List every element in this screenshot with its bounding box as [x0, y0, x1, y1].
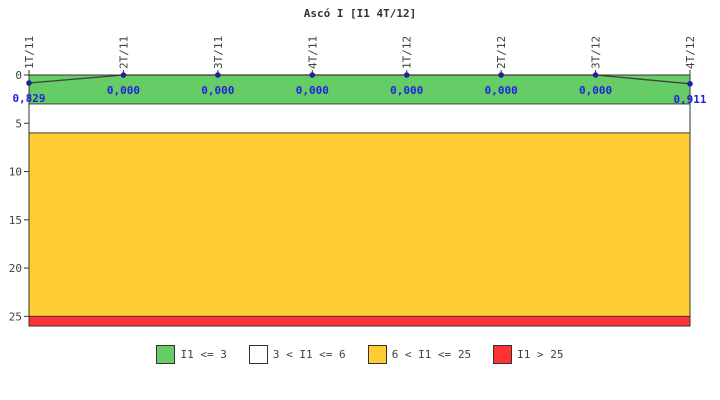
data-point: [215, 72, 221, 78]
y-tick-label: 0: [15, 69, 22, 82]
data-point-value-label: 0,000: [579, 84, 612, 97]
data-point: [592, 72, 599, 78]
x-tick-label: 3T/12: [590, 36, 603, 69]
data-point: [120, 72, 127, 78]
data-point-value-label: 0,000: [296, 84, 329, 97]
y-tick-label: 5: [15, 117, 22, 130]
legend-label: 3 < I1 <= 6: [272, 348, 346, 361]
threshold-band-2: [28, 132, 691, 317]
threshold-band-3: [28, 315, 691, 327]
white-band-swatch: [248, 345, 268, 364]
data-point: [309, 72, 316, 78]
data-point-value-label: 0,911: [673, 93, 706, 106]
legend-item-green: I1 <= 3: [156, 345, 227, 364]
chart-title: Ascó I [I1 4T/12]: [303, 7, 417, 20]
green-band-swatch: [156, 345, 176, 364]
data-point-value-label: 0,000: [485, 84, 518, 97]
y-tick-label: 20: [9, 262, 22, 275]
x-tick-label: 2T/11: [117, 36, 130, 69]
y-tick-label: 25: [9, 310, 22, 323]
x-tick-label: 2T/12: [495, 36, 508, 69]
x-tick-label: 3T/11: [212, 36, 225, 69]
data-point: [403, 72, 410, 78]
x-tick-label: 4T/12: [684, 36, 697, 69]
threshold-band-1: [28, 103, 691, 134]
y-tick-label: 15: [9, 214, 22, 227]
legend-item-white: 3 < I1 <= 6: [248, 345, 346, 364]
x-tick-label: 1T/12: [401, 36, 414, 69]
legend-label: I1 <= 3: [180, 348, 227, 361]
data-point-value-label: 0,000: [390, 84, 423, 97]
y-tick-label: 10: [9, 166, 22, 179]
data-point-value-label: 0,000: [107, 84, 140, 97]
yellow-band-swatch: [367, 345, 387, 364]
data-point-value-label: 0,829: [12, 92, 45, 105]
legend-item-yellow: 6 < I1 <= 25: [367, 345, 472, 364]
data-point-value-label: 0,000: [201, 84, 234, 97]
x-tick-label: 1T/11: [23, 36, 36, 69]
plot-border: [28, 74, 691, 327]
red-band-swatch: [493, 345, 513, 364]
data-point: [498, 72, 504, 78]
data-point: [687, 80, 693, 87]
legend-label: 6 < I1 <= 25: [391, 348, 472, 361]
legend-item-red: I1 > 25: [493, 345, 564, 364]
data-point: [26, 80, 32, 86]
legend: I1 <= 3 3 < I1 <= 6 6 < I1 <= 25 I1 > 25: [0, 345, 720, 364]
x-tick-label: 4T/11: [306, 36, 319, 69]
legend-label: I1 > 25: [517, 348, 564, 361]
